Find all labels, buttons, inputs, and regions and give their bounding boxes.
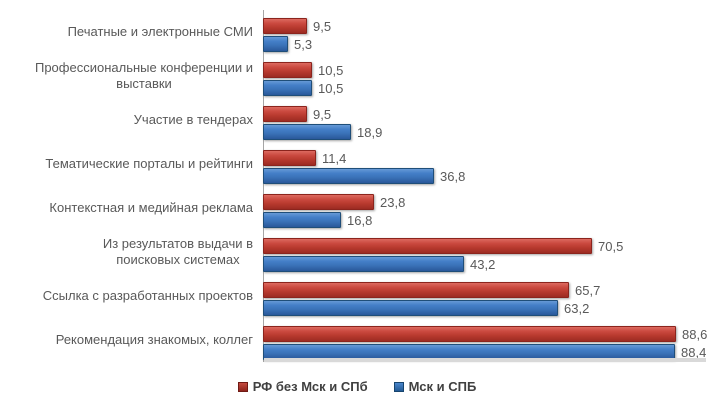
value-label: 5,3 [294,36,313,52]
bar-line: 11,4 [263,150,714,166]
bar-rf-bez-msk-spb [263,282,569,298]
bars-cell: 10,5 10,5 [263,54,714,98]
bar-line: 36,8 [263,168,714,184]
category-label-cell: Печатные и электронные СМИ [0,10,263,54]
bar-line: 43,2 [263,256,714,272]
bar-line: 16,8 [263,212,714,228]
bars-cell: 88,6 88,4 [263,318,714,362]
category-label: Тематические порталы и рейтинги [45,156,253,172]
bar-rf-bez-msk-spb [263,150,316,166]
bar-line: 65,7 [263,282,714,298]
value-label: 65,7 [575,282,601,298]
bar-rf-bez-msk-spb [263,62,312,78]
bar-msk-spb [263,36,288,52]
legend-item-msk: Мск и СПБ [393,379,477,394]
bar-rf-bez-msk-spb [263,326,676,342]
value-label: 88,6 [682,326,708,342]
value-label: 63,2 [564,300,590,316]
category-label-cell: Участие в тендерах [0,98,263,142]
value-label: 43,2 [470,256,496,272]
plot-bottom-edge [264,358,706,362]
category-label: Контекстная и медийная реклама [49,200,253,216]
category-label: Рекомендация знакомых, коллег [55,332,253,348]
category-label-cell: Тематические порталы и рейтинги [0,142,263,186]
bars-cell: 9,5 18,9 [263,98,714,142]
bar-line: 63,2 [263,300,714,316]
category-label: Из результатов выдачи в поисковых систем… [102,236,253,267]
value-label: 70,5 [598,238,624,254]
legend-swatch-blue-icon [393,381,404,392]
value-label: 36,8 [440,168,466,184]
category-label-cell: Профессиональные конференции и выставки [0,54,263,98]
bars-cell: 70,5 43,2 [263,230,714,274]
bars-cell: 11,4 36,8 [263,142,714,186]
bars-cell: 9,5 5,3 [263,10,714,54]
bar-line: 23,8 [263,194,714,210]
legend: РФ без Мск и СПб Мск и СПБ [0,379,714,394]
category-label-cell: Из результатов выдачи в поисковых систем… [0,230,263,274]
bar-msk-spb [263,212,341,228]
bar-line: 9,5 [263,18,714,34]
bar-msk-spb [263,168,434,184]
category-label: Участие в тендерах [133,112,253,128]
bar-msk-spb [263,300,558,316]
value-label: 88,4 [681,344,707,360]
bar-msk-spb [263,80,312,96]
bars-cell: 65,7 63,2 [263,274,714,318]
category-label: Ссылка с разработанных проектов [42,288,253,304]
category-row: Профессиональные конференции и выставки 1… [0,54,714,98]
category-label-cell: Ссылка с разработанных проектов [0,274,263,318]
bar-line: 88,6 [263,326,714,342]
category-label-cell: Рекомендация знакомых, коллег [0,318,263,362]
legend-label-msk: Мск и СПБ [408,379,477,394]
bar-line: 10,5 [263,62,714,78]
category-row: Участие в тендерах 9,5 18,9 [0,98,714,142]
value-label: 18,9 [357,124,383,140]
bar-line: 18,9 [263,124,714,140]
bar-line: 5,3 [263,36,714,52]
category-row: Тематические порталы и рейтинги 11,4 36,8 [0,142,714,186]
bar-line: 10,5 [263,80,714,96]
category-label: Профессиональные конференции и выставки [34,60,253,91]
category-row: Контекстная и медийная реклама 23,8 16,8 [0,186,714,230]
value-label: 11,4 [322,150,347,166]
value-label: 23,8 [380,194,406,210]
value-label: 10,5 [318,62,344,78]
category-row: Печатные и электронные СМИ 9,5 5,3 [0,10,714,54]
value-label: 9,5 [313,106,332,122]
category-label-cell: Контекстная и медийная реклама [0,186,263,230]
bar-rf-bez-msk-spb [263,106,307,122]
bar-line: 9,5 [263,106,714,122]
value-label: 9,5 [313,18,332,34]
bar-rf-bez-msk-spb [263,18,307,34]
value-label: 10,5 [318,80,344,96]
bar-rf-bez-msk-spb [263,238,592,254]
category-axis-line [263,10,264,362]
bars-cell: 23,8 16,8 [263,186,714,230]
legend-item-rf: РФ без Мск и СПб [237,379,368,394]
category-row: Из результатов выдачи в поисковых систем… [0,230,714,274]
value-label: 16,8 [347,212,373,228]
plot-area: Печатные и электронные СМИ 9,5 5,3 Професси… [0,10,714,362]
legend-label-rf: РФ без Мск и СПб [252,379,368,394]
category-label: Печатные и электронные СМИ [67,24,253,40]
bar-msk-spb [263,124,351,140]
bar-msk-spb [263,256,464,272]
bar-rf-bez-msk-spb [263,194,374,210]
bar-line: 70,5 [263,238,714,254]
legend-swatch-red-icon [237,381,248,392]
category-row: Ссылка с разработанных проектов 65,7 63,2 [0,274,714,318]
category-row: Рекомендация знакомых, коллег 88,6 88,4 [0,318,714,362]
